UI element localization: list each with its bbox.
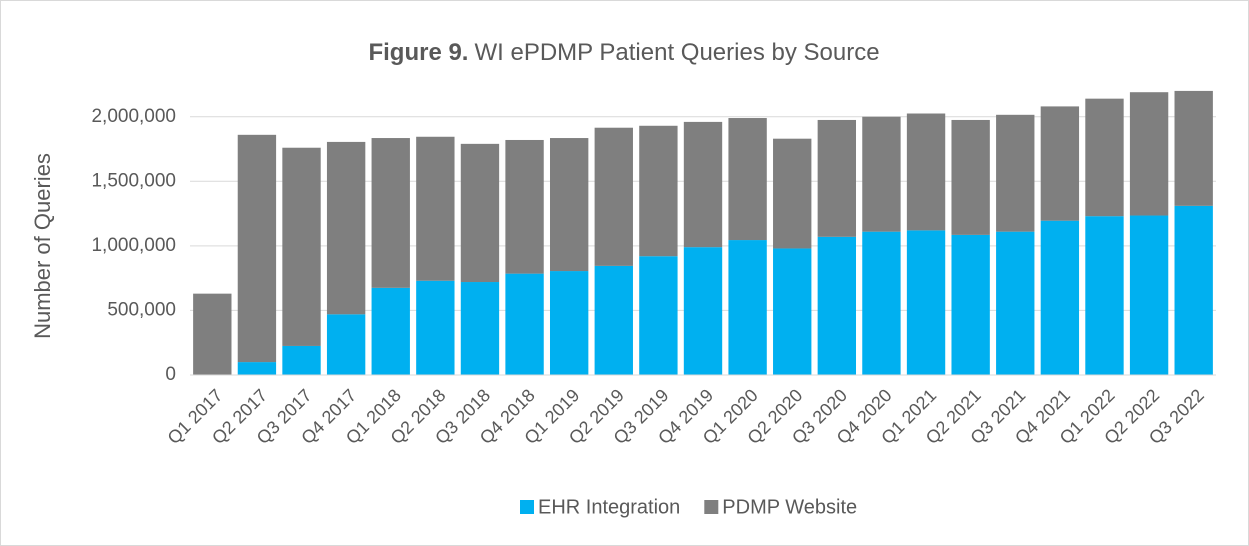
bar-segment [1040, 220, 1080, 375]
bar-segment [817, 236, 857, 375]
bar-segment [906, 230, 946, 375]
bar-segment [594, 127, 633, 266]
legend-label: EHR Integration [538, 496, 680, 518]
bar-segment [549, 271, 589, 375]
bar-segment [1129, 215, 1169, 375]
y-tick-label: 0 [165, 364, 176, 385]
bar-segment [326, 314, 366, 375]
chart-title: Figure 9. WI ePDMP Patient Queries by Sou… [368, 39, 879, 66]
bar-segment [460, 143, 500, 283]
bar-segment [505, 273, 544, 375]
bar-segment [817, 119, 857, 237]
bar-segment [951, 119, 990, 235]
title-label: Figure 9. [368, 39, 468, 66]
y-axis-label: Number of Queries [30, 153, 55, 339]
bar-segment [460, 282, 500, 375]
bar-segment [237, 362, 277, 375]
bar-segment [416, 136, 455, 281]
bar-segment [1085, 216, 1124, 375]
y-tick-label: 2,000,000 [91, 106, 176, 127]
bar-segment [193, 293, 232, 375]
bar-segment [282, 345, 321, 375]
bar-segment [1174, 205, 1213, 375]
bar-segment [996, 114, 1035, 232]
bar-segment [728, 118, 767, 241]
y-tick-label: 1,000,000 [91, 235, 176, 256]
bar-segment [996, 231, 1035, 375]
legend-swatch [520, 500, 534, 514]
y-tick-label: 500,000 [107, 299, 176, 320]
bar-segment [951, 234, 990, 375]
bar-segment [371, 138, 410, 288]
bar-segment [594, 265, 633, 375]
bar-segment [683, 121, 723, 248]
bar-segment [862, 231, 901, 375]
bar-segment [237, 134, 277, 363]
bar-segment [862, 116, 901, 232]
legend-label: PDMP Website [722, 496, 857, 518]
bar-segment [282, 147, 321, 346]
legend-swatch [704, 500, 719, 514]
bar-segment [505, 139, 544, 274]
bar-segment [1085, 98, 1124, 217]
title-text: WI ePDMP Patient Queries by Source [474, 39, 879, 66]
bar-segment [773, 248, 812, 375]
bar-segment [371, 287, 410, 375]
bar-segment [1040, 106, 1080, 221]
bar-segment [906, 113, 946, 231]
bar-segment [639, 125, 678, 257]
y-tick-label: 1,500,000 [91, 170, 176, 191]
bar-segment [416, 280, 455, 375]
bar-segment [1174, 90, 1213, 206]
bar-segment [728, 240, 767, 375]
bar-segment [549, 138, 589, 272]
bar-segment [1129, 92, 1169, 216]
bar-segment [683, 247, 723, 375]
bar-segment [639, 256, 678, 375]
bar-segment [773, 138, 812, 249]
bar-segment [326, 141, 366, 315]
